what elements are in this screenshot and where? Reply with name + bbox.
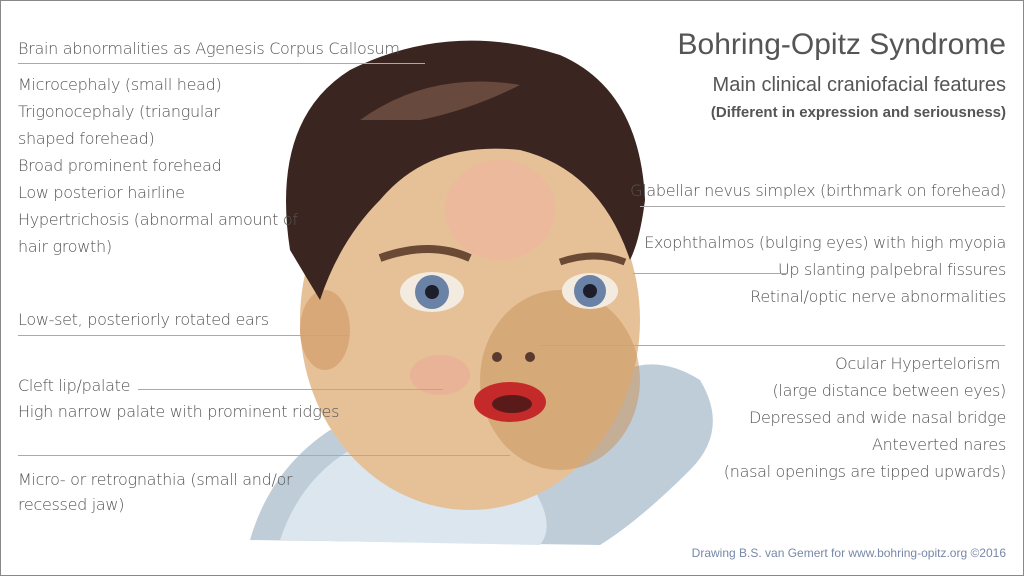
hair — [286, 40, 645, 301]
hair-highlight — [360, 81, 520, 120]
nostril-left — [492, 352, 502, 362]
feature-label: Low-set, posteriorly rotated ears — [18, 310, 269, 329]
pointer-line — [540, 345, 1005, 346]
feature-label: (nasal openings are tipped upwards) — [723, 462, 1007, 481]
pointer-line — [18, 63, 425, 64]
feature-label: Cleft lip/palate — [18, 376, 131, 395]
feature-label: Depressed and wide nasal bridge — [748, 408, 1006, 427]
feature-label: Micro- or retrognathia (small and/or — [18, 470, 293, 489]
feature-label: hair growth) — [18, 237, 112, 256]
forehead-birthmark — [445, 160, 555, 260]
ear — [300, 290, 350, 370]
feature-label: Anteverted nares — [871, 435, 1006, 454]
feature-label: Up slanting palpebral fissures — [777, 260, 1006, 279]
feature-label: Broad prominent forehead — [18, 156, 222, 175]
pointer-line — [18, 455, 510, 456]
cheek — [410, 355, 470, 395]
nostril-right — [525, 352, 535, 362]
feature-label: Retinal/optic nerve abnormalities — [750, 287, 1006, 306]
page-title: Bohring-Opitz Syndrome — [677, 28, 1006, 61]
brow-left — [378, 245, 472, 262]
pointer-line — [633, 273, 788, 274]
subtitle: Main clinical craniofacial features — [712, 74, 1006, 96]
feature-label: Trigonocephaly (triangular — [18, 102, 220, 121]
feature-label: shaped forehead) — [18, 129, 155, 148]
feature-label: Exophthalmos (bulging eyes) with high my… — [644, 233, 1006, 252]
feature-label: Brain abnormalities as Agenesis Corpus C… — [18, 39, 400, 58]
pointer-line — [18, 335, 348, 336]
credit-line: Drawing B.S. van Gemert for www.bohring-… — [691, 546, 1006, 560]
feature-label: High narrow palate with prominent ridges — [18, 402, 340, 421]
feature-label: Microcephaly (small head) — [18, 75, 222, 94]
face-shadow — [480, 290, 640, 470]
feature-label: Hypertrichosis (abnormal amount of — [18, 210, 298, 229]
feature-label: recessed jaw) — [18, 495, 125, 514]
pointer-line — [138, 389, 443, 390]
subtitle-note: (Different in expression and seriousness… — [710, 104, 1006, 121]
brow-right — [558, 252, 627, 266]
feature-label: Glabellar nevus simplex (birthmark on fo… — [630, 181, 1006, 200]
feature-label: (large distance between eyes) — [772, 381, 1006, 400]
feature-label: Low posterior hairline — [18, 183, 185, 202]
pointer-line — [640, 206, 1005, 207]
feature-label: Ocular Hypertelorism — [835, 354, 1000, 373]
